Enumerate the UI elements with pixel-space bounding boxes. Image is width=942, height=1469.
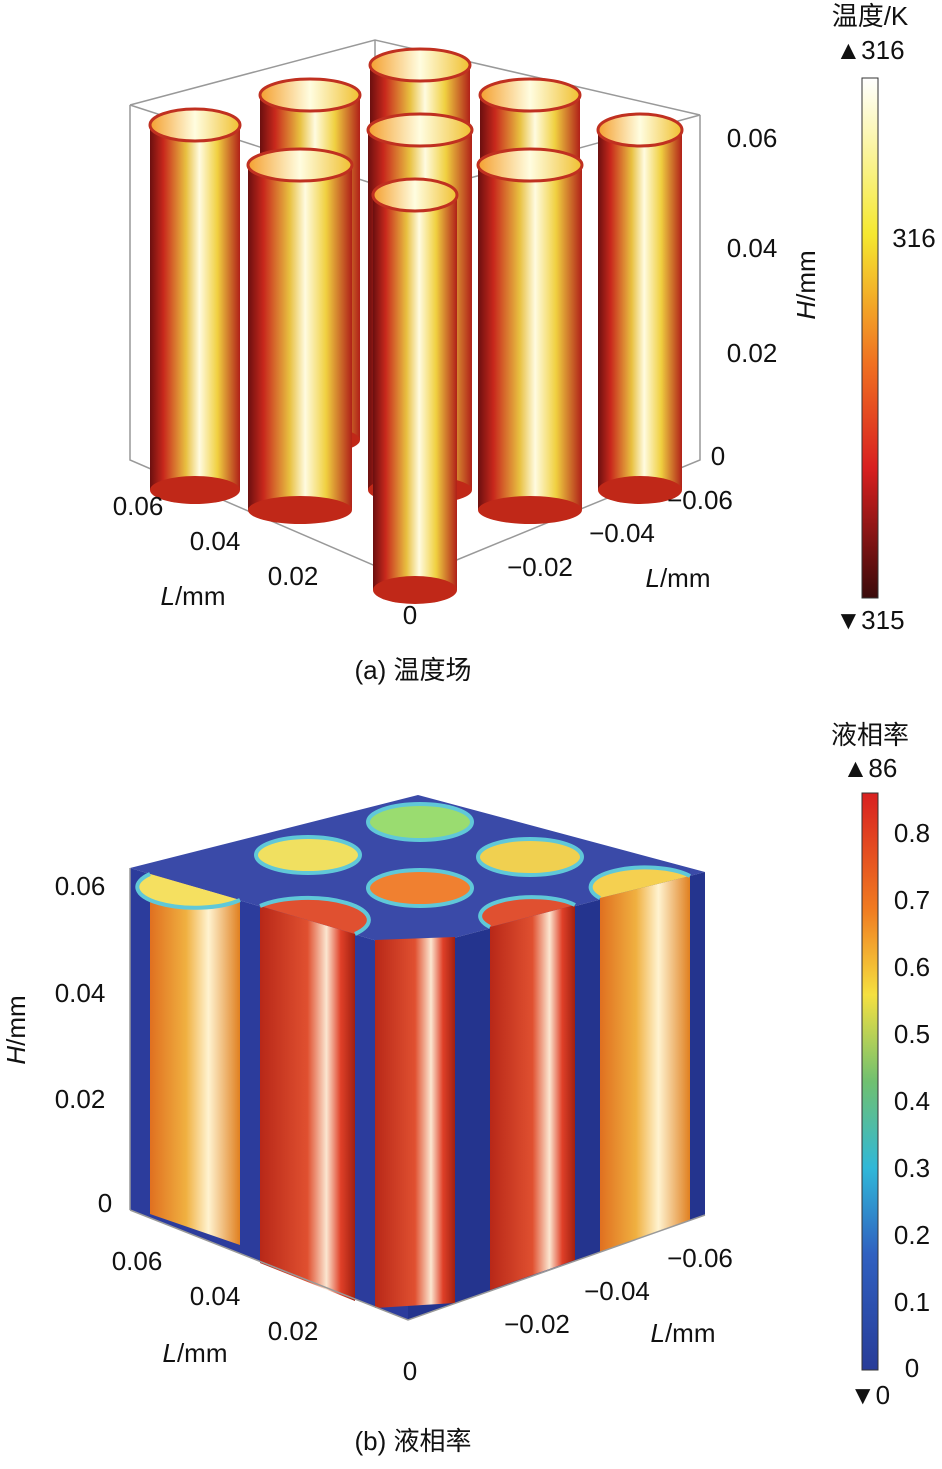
axis-label-var: L <box>160 581 174 611</box>
pillar <box>150 125 240 490</box>
l-tick-label: 0.02 <box>268 1316 319 1346</box>
colorbar-tick-label: 0.8 <box>894 818 930 848</box>
colorbar-tick-label: 0 <box>905 1353 919 1383</box>
pillars <box>148 47 684 604</box>
l-tick-label: −0.04 <box>589 518 655 548</box>
axis-label: L/mm <box>645 563 710 593</box>
l-tick-label: −0.02 <box>507 552 573 582</box>
l-tick-label: −0.04 <box>584 1276 650 1306</box>
h-tick-label: 0.02 <box>727 338 778 368</box>
colorbar-min: ▼315 <box>835 605 904 635</box>
h-tick-label: 0.06 <box>727 123 778 153</box>
pillar-top <box>246 147 354 183</box>
l-tick-label: 0.06 <box>112 1246 163 1276</box>
pillar-top <box>371 177 459 213</box>
axis-label-var: L <box>650 1318 664 1348</box>
colorbar-tick-label: 0.1 <box>894 1287 930 1317</box>
pillar <box>248 165 352 510</box>
l-tick-label: 0 <box>403 1356 417 1386</box>
colorbar-tick-label: 0.5 <box>894 1019 930 1049</box>
pillar-bottom <box>478 496 582 524</box>
h-tick-label: 0.02 <box>55 1084 106 1114</box>
colorbar <box>861 792 879 1371</box>
colorbar-tick-label: 0.7 <box>894 885 930 915</box>
pillar <box>373 195 457 590</box>
pillar-top <box>258 77 362 113</box>
axis-label-unit: /mm <box>175 581 226 611</box>
l-tick-label: 0.04 <box>190 1281 241 1311</box>
l-tick-label: 0.04 <box>190 526 241 556</box>
pillar-top <box>148 107 242 143</box>
axis-label: H/mm <box>1 995 31 1064</box>
axis-label: L/mm <box>650 1318 715 1348</box>
h-tick-label: 0.04 <box>727 233 778 263</box>
h-tick-label: 0 <box>711 441 725 471</box>
pillar-bottom <box>598 476 682 504</box>
pillar-top <box>368 47 472 83</box>
colorbar-min: ▼0 <box>850 1380 890 1410</box>
colorbar-tick-label: 0.2 <box>894 1220 930 1250</box>
pillar-top <box>596 112 684 148</box>
axis-label-unit: /mm <box>791 250 821 301</box>
caption: (b) 液相率 <box>354 1426 471 1456</box>
axis-label: L/mm <box>162 1338 227 1368</box>
block <box>129 795 706 1321</box>
axis-label-var: H <box>1 1046 31 1065</box>
pillar <box>478 165 582 510</box>
l-tick-label: 0.02 <box>268 561 319 591</box>
h-tick-label: 0.06 <box>55 871 106 901</box>
colorbar <box>861 77 879 599</box>
colorbar-title: 液相率 <box>831 720 909 750</box>
l-tick-label: 0 <box>403 600 417 630</box>
colorbar-tick-label: 316 <box>892 223 935 253</box>
axis-label-var: L <box>162 1338 176 1368</box>
colorbar-max: ▲86 <box>843 753 898 783</box>
axis-label-unit: /mm <box>660 563 711 593</box>
axis-label: L/mm <box>160 581 225 611</box>
l-tick-label: −0.06 <box>667 1243 733 1273</box>
axis-label-unit: /mm <box>1 995 31 1046</box>
pillar-top <box>478 77 582 113</box>
colorbar-tick-label: 0.3 <box>894 1153 930 1183</box>
l-tick-label: −0.02 <box>504 1309 570 1339</box>
colorbar-max: ▲316 <box>835 35 904 65</box>
axis-label-unit: /mm <box>665 1318 716 1348</box>
pillar-bottom <box>248 496 352 524</box>
axis-label: H/mm <box>791 250 821 319</box>
pillar-bottom <box>373 576 457 604</box>
axis-label-var: L <box>645 563 659 593</box>
l-tick-label: −0.06 <box>667 485 733 515</box>
colorbar-tick-label: 0.4 <box>894 1086 930 1116</box>
axis-label-unit: /mm <box>177 1338 228 1368</box>
pillar-bottom <box>150 476 240 504</box>
colorbar-tick-label: 0.6 <box>894 952 930 982</box>
pillar <box>598 130 682 490</box>
pillar-top <box>366 112 474 148</box>
h-tick-label: 0.04 <box>55 978 106 1008</box>
colorbar-title: 温度/K <box>832 1 909 31</box>
axis-label-var: H <box>791 301 821 320</box>
pillar-top <box>476 147 584 183</box>
caption: (a) 温度场 <box>354 655 471 685</box>
h-tick-label: 0 <box>98 1188 112 1218</box>
l-tick-label: 0.06 <box>113 491 164 521</box>
